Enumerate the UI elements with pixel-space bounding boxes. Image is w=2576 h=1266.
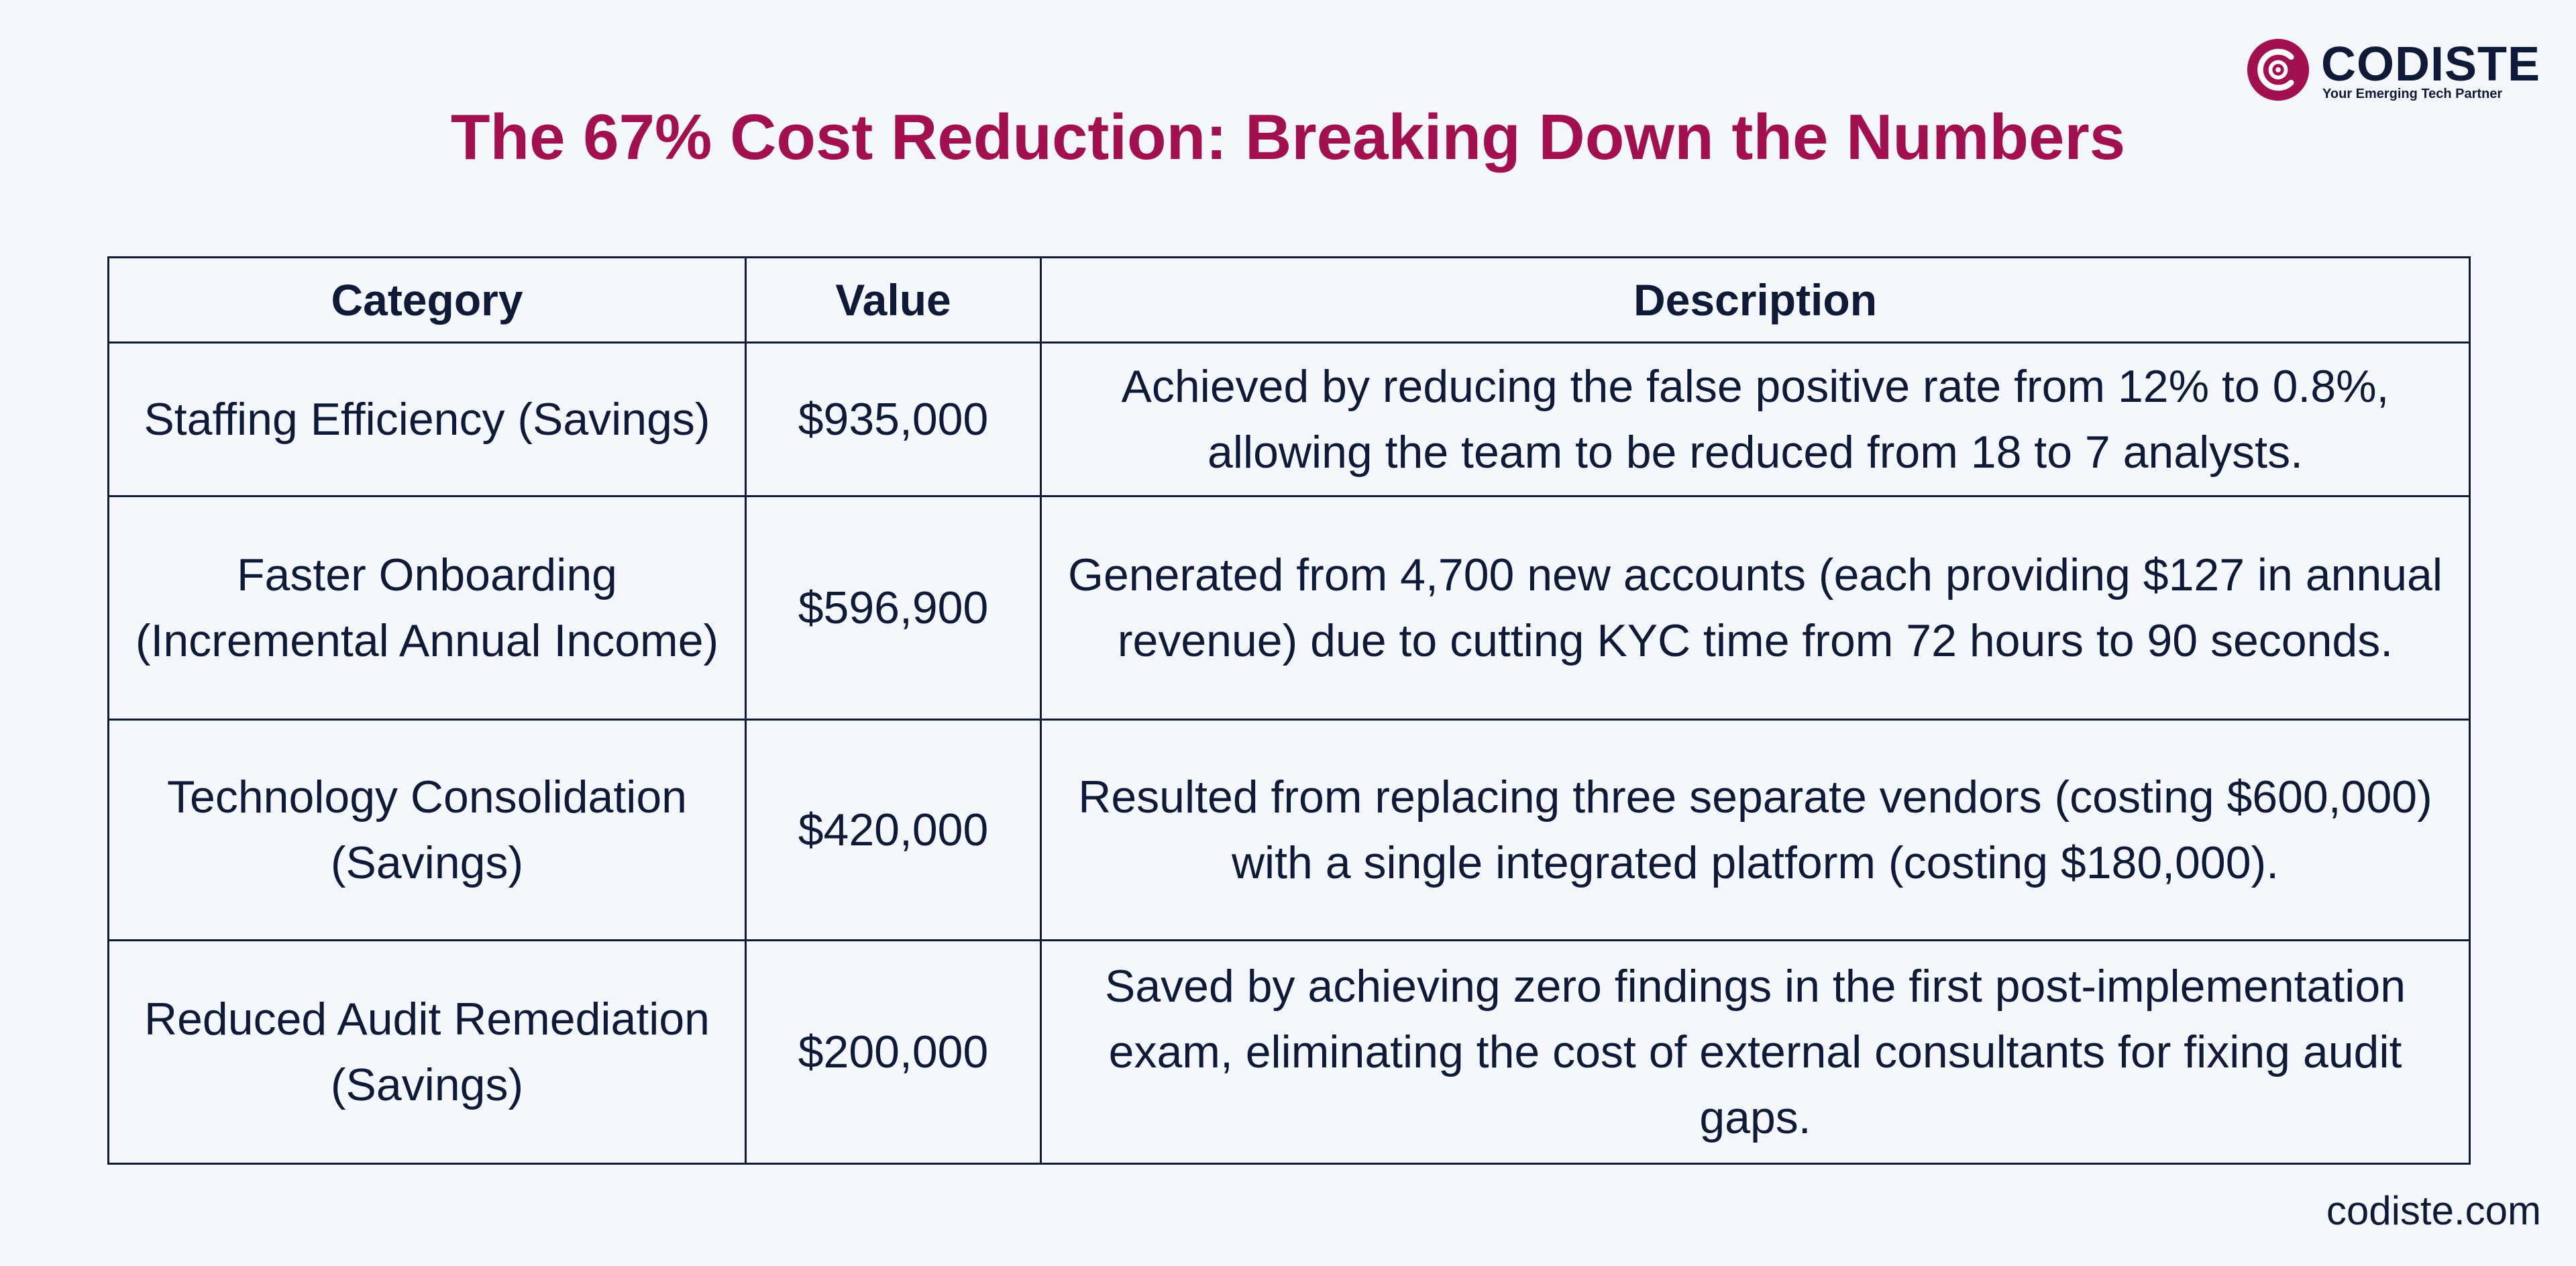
category-cell: Faster Onboarding (Incremental Annual In…: [107, 495, 747, 721]
value-cell: $200,000: [745, 939, 1042, 1165]
table-row: Staffing Efficiency (Savings) $935,000 A…: [107, 341, 2471, 497]
description-cell: Generated from 4,700 new accounts (each …: [1040, 495, 2471, 721]
description-cell: Saved by achieving zero findings in the …: [1040, 939, 2471, 1165]
table-row: Reduced Audit Remediation (Savings) $200…: [107, 939, 2471, 1165]
brand-logo: CODISTE Your Emerging Tech Partner: [2246, 38, 2541, 105]
value-cell: $420,000: [745, 719, 1042, 941]
header-value: Value: [745, 256, 1042, 344]
table-row: Technology Consolidation (Savings) $420,…: [107, 719, 2471, 941]
value-cell: $935,000: [745, 341, 1042, 497]
table-header-row: Category Value Description: [107, 256, 2471, 344]
category-cell: Technology Consolidation (Savings): [107, 719, 747, 941]
footer-url[interactable]: codiste.com: [2326, 1188, 2541, 1233]
category-cell: Staffing Efficiency (Savings): [107, 341, 747, 497]
header-category: Category: [107, 256, 747, 344]
category-cell: Reduced Audit Remediation (Savings): [107, 939, 747, 1165]
description-cell: Achieved by reducing the false positive …: [1040, 341, 2471, 497]
brand-tagline: Your Emerging Tech Partner: [2322, 87, 2503, 101]
brand-name: CODISTE: [2321, 38, 2541, 91]
header-description: Description: [1040, 256, 2471, 344]
codiste-logo-icon: [2247, 38, 2310, 101]
table-row: Faster Onboarding (Incremental Annual In…: [107, 495, 2471, 721]
description-cell: Resulted from replacing three separate v…: [1040, 719, 2471, 941]
page-title: The 67% Cost Reduction: Breaking Down th…: [450, 101, 2126, 173]
value-cell: $596,900: [745, 495, 1042, 721]
cost-reduction-table: Category Value Description Staffing Effi…: [107, 256, 2471, 1165]
